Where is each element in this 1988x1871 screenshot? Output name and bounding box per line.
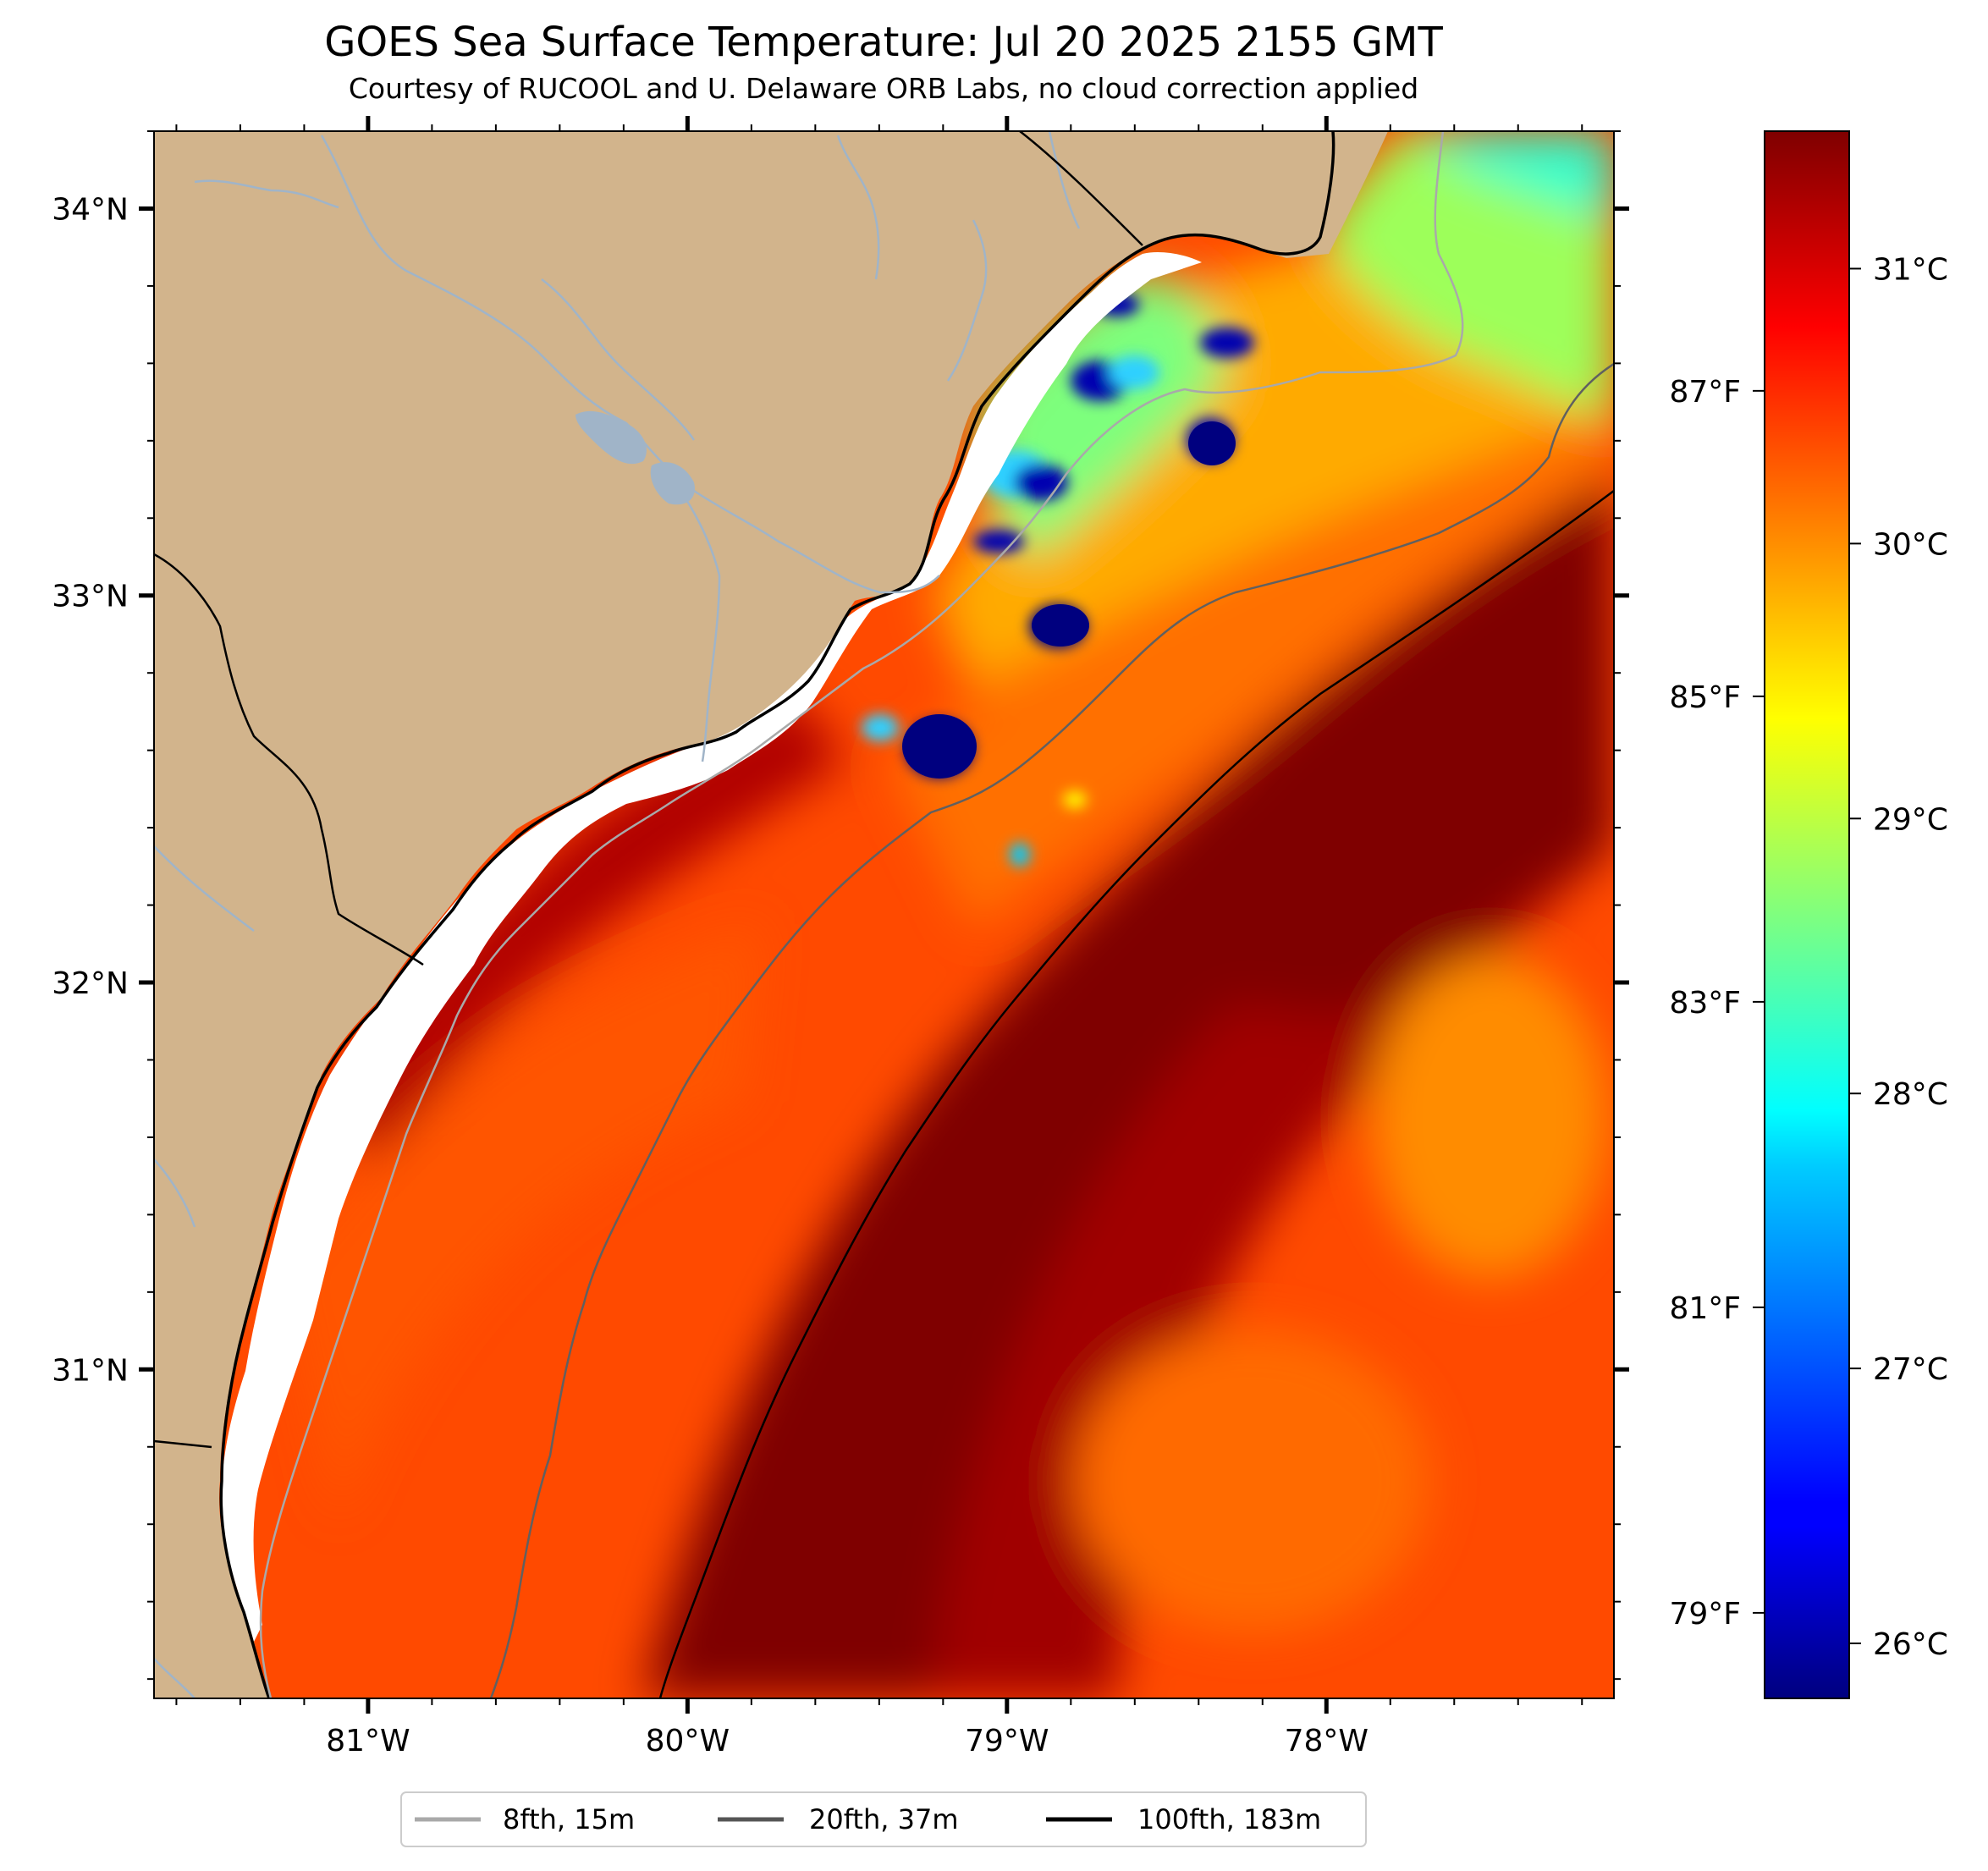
colorbar-c-label: 30°C [1873, 527, 1948, 562]
legend-box [400, 1791, 1367, 1847]
legend-label-20fth: 20fth, 37m [809, 1803, 958, 1835]
cold-eddy-north [1188, 421, 1236, 465]
latitude-axis: 34°N 33°N 32°N 31°N [52, 130, 1629, 1681]
lon-tick-label: 81°W [326, 1724, 410, 1758]
colorbar [1764, 130, 1850, 1699]
lake-marion [575, 410, 647, 465]
lat-tick-label: 34°N [52, 192, 129, 227]
legend-label-8fth: 8fth, 15m [503, 1803, 635, 1835]
colorbar-c-label: 28°C [1873, 1077, 1948, 1112]
cold-eddy-large [902, 714, 977, 779]
coastline [219, 131, 1335, 1698]
colorbar-c-label: 31°C [1873, 252, 1948, 287]
colorbar-celsius-ticks: 31°C 30°C 29°C 28°C 27°C 26°C [1849, 252, 1948, 1662]
isobath-legend: 8fth, 15m 20fth, 37m 100fth, 183m [400, 1791, 1367, 1847]
map-title: GOES Sea Surface Temperature: Jul 20 202… [324, 19, 1443, 66]
isobath-8fth [259, 131, 1464, 1698]
cold-eddy-small [1032, 604, 1089, 647]
rivers [154, 131, 1081, 1698]
colorbar-c-label: 27°C [1873, 1352, 1948, 1387]
longitude-axis: 81°W 80°W 79°W 78°W [175, 116, 1583, 1758]
map-frame [153, 130, 1615, 1699]
colorbar-f-label: 81°F [1669, 1291, 1741, 1326]
colorbar-f-label: 83°F [1669, 986, 1741, 1021]
colorbar-f-label: 79°F [1669, 1597, 1741, 1632]
sst-features [279, 131, 1614, 1698]
lat-tick-label: 31°N [52, 1353, 129, 1388]
land-mass [154, 131, 1388, 1698]
lat-tick-label: 33°N [52, 580, 129, 614]
legend-label-100fth: 100fth, 183m [1137, 1803, 1321, 1835]
colorbar-c-label: 29°C [1873, 802, 1948, 837]
isobath-20fth [489, 362, 1614, 1698]
isobath-100fth [658, 489, 1614, 1698]
colorbar-c-label: 26°C [1873, 1627, 1948, 1662]
colorbar-fahrenheit-ticks: 87°F 85°F 83°F 81°F 79°F [1669, 375, 1765, 1632]
lon-tick-label: 78°W [1285, 1724, 1368, 1758]
state-borders [154, 131, 1143, 1449]
lat-tick-label: 32°N [52, 966, 129, 1001]
colorbar-f-label: 85°F [1669, 680, 1741, 715]
colorbar-f-label: 87°F [1669, 375, 1741, 410]
lake-moultrie [650, 462, 695, 505]
map-subtitle: Courtesy of RUCOOL and U. Delaware ORB L… [349, 72, 1418, 105]
map-area [154, 131, 1614, 1698]
lon-tick-label: 79°W [965, 1724, 1049, 1758]
lon-tick-label: 80°W [646, 1724, 730, 1758]
